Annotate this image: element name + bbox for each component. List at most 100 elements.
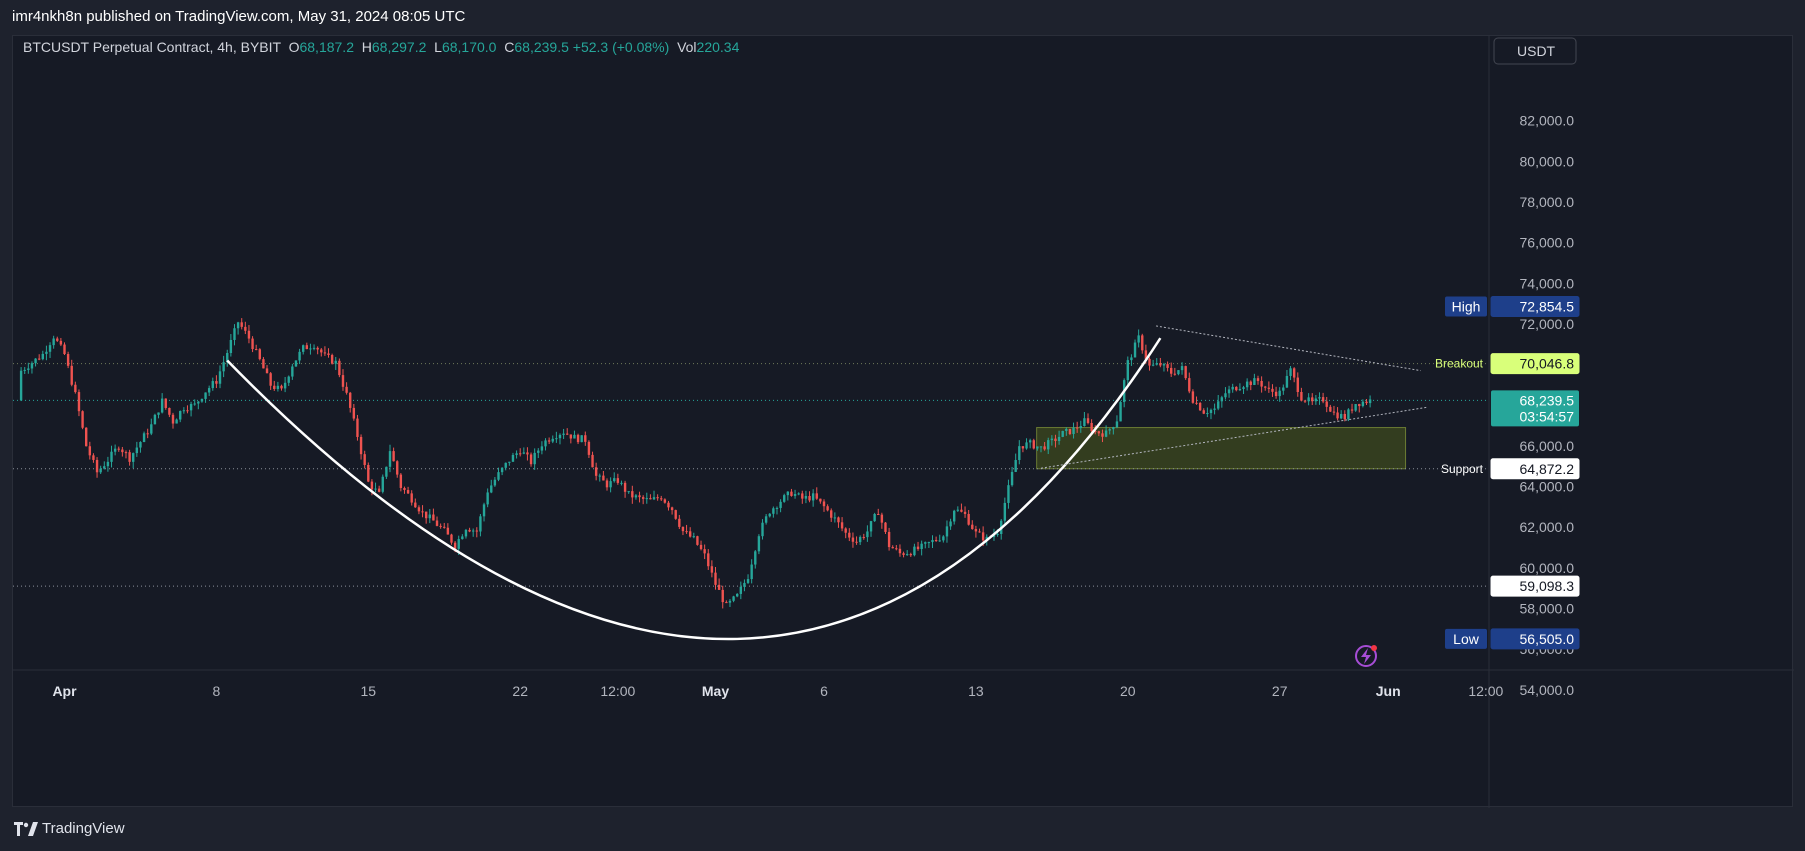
candle [670, 507, 674, 511]
candle [153, 414, 157, 425]
time-tick-label: 15 [361, 683, 377, 699]
price-tick-label: 64,000.0 [1520, 479, 1575, 495]
time-axis-ticks: Apr 8 15 22 12:00 May 6 13 20 27 Jun 12:00 [52, 683, 1503, 699]
candle [1155, 363, 1158, 365]
candle [1347, 409, 1350, 420]
ohlc-legend: BTCUSDT Perpetual Contract, 4h, BYBIT O6… [23, 39, 740, 55]
candle [544, 440, 547, 447]
candle [902, 553, 905, 555]
candle [1007, 485, 1010, 503]
price-chart[interactable]: 82,000.0 80,000.0 78,000.0 76,000.0 74,000.0… [13, 36, 1794, 808]
candle [591, 454, 594, 468]
candle [833, 517, 837, 519]
candle [1083, 418, 1086, 427]
candle [660, 498, 663, 500]
lightning-alert-icon[interactable] [1355, 645, 1377, 667]
candle [1057, 436, 1061, 441]
candle [493, 479, 497, 486]
low-price-value: 56,505.0 [1520, 631, 1575, 647]
candle [945, 526, 949, 537]
candle [1144, 350, 1148, 359]
candle [1289, 368, 1292, 376]
candle [967, 513, 970, 525]
candle [500, 467, 504, 473]
candle [345, 386, 348, 393]
candle [504, 462, 507, 468]
candle [19, 370, 23, 401]
candle [804, 495, 808, 499]
candle [953, 510, 956, 522]
candle [197, 401, 200, 404]
candle [446, 527, 450, 535]
candle [486, 492, 489, 505]
candle [1227, 389, 1231, 394]
candle [1021, 446, 1025, 449]
candle [815, 493, 818, 499]
candle [443, 526, 446, 528]
candle [916, 546, 920, 550]
legend-vol-label: Vol [677, 39, 696, 55]
currency-button[interactable]: USDT [1493, 37, 1577, 65]
candle [938, 540, 941, 542]
high-price-value: 72,854.5 [1520, 299, 1575, 315]
candle [302, 345, 305, 352]
candle [678, 518, 681, 527]
candle [1061, 430, 1064, 437]
candle [891, 547, 894, 549]
tradingview-logo-icon [14, 821, 38, 836]
candle [374, 488, 377, 490]
candle [1010, 471, 1014, 486]
candle [566, 433, 569, 435]
candle [175, 419, 178, 424]
candle [855, 541, 858, 543]
price-tick-label: 78,000.0 [1520, 194, 1575, 210]
candle [482, 504, 486, 517]
candle [822, 501, 826, 507]
candle [688, 531, 692, 537]
candle [963, 511, 967, 514]
candle [519, 453, 522, 455]
time-tick-label: 13 [968, 683, 984, 699]
candle [743, 582, 746, 587]
candle [641, 497, 645, 499]
candle [613, 478, 616, 482]
candle [768, 513, 771, 517]
candle [551, 438, 554, 442]
candle [721, 589, 724, 603]
candle [869, 521, 873, 532]
level-price-value: 59,098.3 [1520, 578, 1575, 594]
candle [547, 440, 551, 442]
candle [92, 455, 95, 460]
candle [584, 435, 587, 442]
time-tick-label: May [702, 683, 729, 699]
candle [746, 579, 750, 583]
breakout-price-tag [1490, 353, 1580, 375]
candle [370, 481, 374, 490]
breakout-label: Breakout [1435, 357, 1484, 371]
breakout-price-value: 70,046.8 [1520, 356, 1575, 372]
candle [99, 468, 102, 473]
candle-countdown: 03:54:57 [1520, 408, 1575, 424]
candle [971, 524, 974, 530]
candle [135, 447, 139, 454]
candle [1151, 364, 1155, 366]
price-tick-label: 76,000.0 [1520, 235, 1575, 251]
candle [211, 381, 214, 389]
candle [779, 501, 782, 508]
time-tick-label: 8 [213, 683, 221, 699]
low-label: Low [1453, 631, 1480, 647]
candle [1072, 427, 1075, 434]
candle [421, 511, 424, 513]
candle [287, 376, 290, 383]
legend-low: 68,170.0 [442, 39, 504, 55]
candle [1184, 366, 1187, 379]
candle [905, 554, 909, 556]
candle [312, 347, 316, 349]
candle [1350, 409, 1354, 411]
candle [623, 482, 627, 492]
candle [960, 509, 963, 512]
candle [1198, 402, 1202, 411]
candle [222, 362, 225, 372]
chart-frame[interactable]: 82,000.0 80,000.0 78,000.0 76,000.0 74,000.0… [12, 35, 1794, 808]
candle [707, 553, 710, 567]
